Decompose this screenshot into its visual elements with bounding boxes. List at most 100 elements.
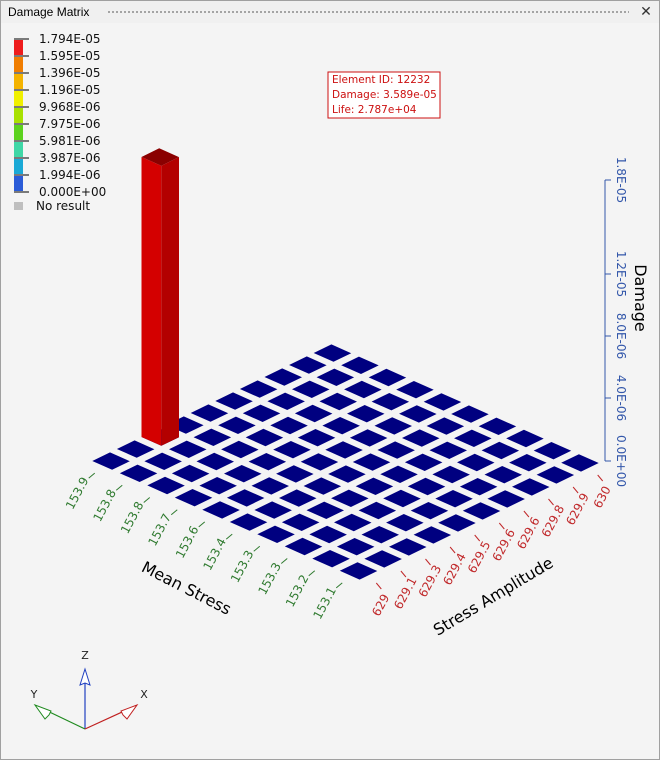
matrix-cell[interactable]: [368, 368, 407, 387]
axis-triad[interactable]: Z Y X: [30, 649, 149, 730]
matrix-cell[interactable]: [199, 477, 237, 495]
matrix-cell[interactable]: [284, 537, 323, 556]
matrix-cell[interactable]: [459, 478, 498, 496]
matrix-cell[interactable]: [297, 429, 336, 447]
matrix-cell[interactable]: [438, 514, 476, 532]
matrix-cell[interactable]: [407, 477, 446, 496]
matrix-cell[interactable]: [361, 526, 400, 544]
matrix-cell[interactable]: [270, 416, 308, 435]
matrix-cell[interactable]: [316, 368, 355, 386]
matrix-cell[interactable]: [202, 501, 240, 519]
matrix-cell[interactable]: [377, 441, 415, 459]
matrix-cell[interactable]: [174, 489, 213, 507]
matrix-cell[interactable]: [347, 405, 385, 423]
matrix-cell[interactable]: [169, 440, 207, 458]
matrix-cell[interactable]: [344, 380, 382, 399]
matrix-cell[interactable]: [358, 501, 397, 520]
matrix-cell[interactable]: [144, 452, 182, 470]
matrix-cell[interactable]: [386, 514, 424, 532]
matrix-cell[interactable]: [215, 392, 253, 410]
matrix-cell[interactable]: [309, 525, 347, 544]
matrix-cell[interactable]: [399, 405, 437, 423]
matrix-cell[interactable]: [221, 440, 259, 459]
bar-right-face[interactable]: [161, 157, 179, 446]
matrix-cell[interactable]: [396, 381, 434, 399]
damage-matrix-plot[interactable]: 1.794E-05 1.595E-05 1.396E-05 1.196E-05 9.96…: [1, 23, 659, 759]
matrix-cell[interactable]: [171, 464, 210, 483]
matrix-cell[interactable]: [454, 429, 492, 447]
matrix-cell[interactable]: [374, 417, 413, 435]
matrix-cell[interactable]: [336, 538, 375, 556]
matrix-cell[interactable]: [190, 404, 229, 422]
matrix-cell[interactable]: [257, 525, 295, 543]
matrix-cell[interactable]: [371, 393, 410, 411]
matrix-cell[interactable]: [341, 356, 379, 374]
matrix-cell[interactable]: [561, 454, 599, 472]
matrix-cell[interactable]: [267, 392, 305, 410]
matrix-cell[interactable]: [300, 453, 339, 471]
matrix-cell[interactable]: [303, 477, 342, 495]
matrix-cell[interactable]: [331, 489, 369, 507]
matrix-cell[interactable]: [339, 562, 378, 580]
matrix-cell[interactable]: [239, 380, 278, 398]
matrix-cell[interactable]: [383, 489, 421, 508]
matrix-cell[interactable]: [349, 429, 388, 447]
matrix-cell[interactable]: [313, 344, 352, 362]
matrix-cell[interactable]: [254, 501, 292, 519]
matrix-cell[interactable]: [147, 476, 185, 495]
matrix-cell[interactable]: [533, 442, 572, 460]
matrix-cell[interactable]: [426, 417, 465, 435]
matrix-cell[interactable]: [536, 466, 575, 484]
matrix-cell[interactable]: [380, 465, 418, 483]
matrix-cell[interactable]: [481, 441, 520, 460]
matrix-cell[interactable]: [264, 368, 303, 386]
matrix-cell[interactable]: [322, 417, 360, 435]
matrix-cell[interactable]: [193, 428, 232, 446]
close-icon[interactable]: ✕: [640, 3, 652, 19]
matrix-cell[interactable]: [334, 513, 372, 532]
matrix-cell[interactable]: [242, 404, 281, 422]
matrix-cell[interactable]: [512, 478, 550, 496]
matrix-cell[interactable]: [352, 453, 391, 471]
matrix-cell[interactable]: [273, 441, 311, 459]
matrix-cell[interactable]: [289, 356, 327, 374]
matrix-cell[interactable]: [410, 502, 449, 520]
matrix-cell[interactable]: [506, 429, 544, 448]
matrix-cell[interactable]: [226, 489, 265, 507]
bar-left-face[interactable]: [141, 157, 162, 446]
title-bar[interactable]: Damage Matrix ✕: [1, 1, 659, 23]
matrix-cell[interactable]: [432, 465, 470, 484]
bar-top-face[interactable]: [141, 148, 180, 166]
matrix-cell[interactable]: [429, 441, 468, 459]
matrix-cell[interactable]: [423, 393, 462, 411]
matrix-cell[interactable]: [404, 453, 443, 471]
matrix-cell[interactable]: [196, 452, 235, 471]
matrix-cell[interactable]: [319, 392, 358, 411]
matrix-cell[interactable]: [248, 453, 287, 471]
matrix-cell[interactable]: [312, 550, 350, 568]
matrix-cell[interactable]: [218, 416, 256, 434]
matrix-cell[interactable]: [328, 465, 366, 483]
matrix-cell[interactable]: [281, 513, 320, 531]
matrix-cell[interactable]: [364, 550, 402, 568]
matrix-cell[interactable]: [457, 453, 495, 472]
matrix-cell[interactable]: [294, 404, 333, 423]
matrix-cell[interactable]: [462, 502, 501, 520]
matrix-cell[interactable]: [355, 477, 394, 495]
matrix-cell[interactable]: [306, 501, 345, 519]
matrix-cell[interactable]: [279, 489, 317, 507]
matrix-cell[interactable]: [251, 477, 290, 495]
matrix-cell[interactable]: [389, 538, 427, 556]
matrix-cell[interactable]: [245, 428, 284, 447]
matrix-cell[interactable]: [451, 405, 489, 423]
matrix-cell[interactable]: [92, 452, 130, 470]
drag-grip[interactable]: [107, 10, 629, 15]
matrix-cell[interactable]: [478, 417, 517, 435]
matrix-cell[interactable]: [325, 441, 363, 459]
matrix-cell[interactable]: [487, 490, 525, 508]
matrix-cell[interactable]: [402, 429, 440, 447]
matrix-cell[interactable]: [413, 526, 452, 544]
matrix-cell[interactable]: [435, 490, 473, 508]
matrix-cell[interactable]: [292, 380, 330, 398]
matrix-cell[interactable]: [484, 466, 523, 484]
